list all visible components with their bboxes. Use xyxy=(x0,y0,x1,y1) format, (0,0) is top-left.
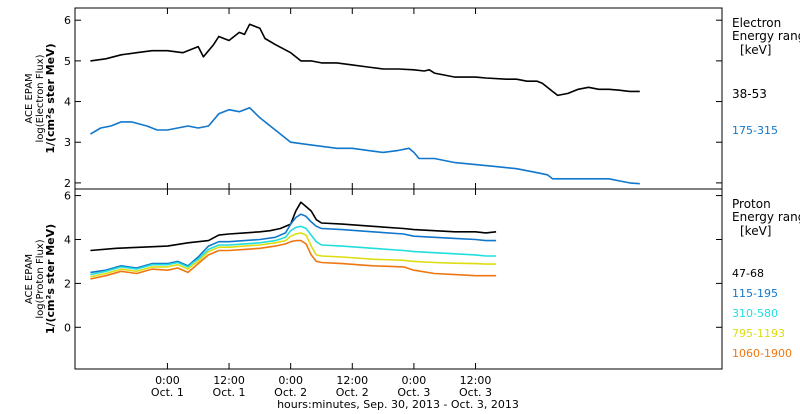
legend-entry: 795-1193 xyxy=(732,327,785,340)
legend-entry: 175-315 xyxy=(732,124,778,137)
series-line-115-195 xyxy=(90,213,497,274)
legend-title: [keV] xyxy=(740,224,771,238)
x-tick-label: 0:00 xyxy=(155,374,180,387)
x-tick-day-label: Oct. 2 xyxy=(274,386,307,399)
panel-proton: 0 2 4 6 ACE EPAM log(Proton Flux)1/(cm²s ster… xyxy=(24,188,800,370)
legend-entry: 115-195 xyxy=(732,287,778,300)
x-tick-label: 12:00 xyxy=(213,374,245,387)
series-line-38-53 xyxy=(90,23,640,97)
panel-frame xyxy=(74,7,723,190)
legend-title: [keV] xyxy=(740,43,771,57)
x-tick-label: 12:00 xyxy=(460,374,492,387)
y-tick-label: 6 xyxy=(64,190,71,203)
series-line-175-315 xyxy=(89,106,640,185)
legend-entry: 310-580 xyxy=(732,307,778,320)
legend-entry: 38-53 xyxy=(732,87,767,101)
y-axis-label: log(Proton Flux) xyxy=(35,239,46,318)
y-tick-label: 5 xyxy=(64,55,71,68)
x-tick-day-label: Oct. 2 xyxy=(336,386,369,399)
series-line-1060-1900 xyxy=(90,239,497,280)
y-tick-label: 4 xyxy=(64,233,71,246)
legend-title: Energy range xyxy=(732,29,800,43)
x-tick-day-label: Oct. 1 xyxy=(213,386,246,399)
series-line-47-68 xyxy=(90,201,497,252)
y-axis-label: 1/(cm²s ster MeV) xyxy=(44,224,57,334)
y-tick-label: 3 xyxy=(64,136,71,149)
x-axis-label: hours:minutes, Sep. 30, 2013 - Oct. 3, 2… xyxy=(277,398,519,410)
legend-title: Energy range xyxy=(732,210,800,224)
panel-frame xyxy=(74,188,723,370)
legend-entry: 1060-1900 xyxy=(732,347,792,360)
x-tick-day-label: Oct. 3 xyxy=(397,386,430,399)
x-tick-day-label: Oct. 3 xyxy=(459,386,492,399)
y-axis-label: 1/(cm²s ster MeV) xyxy=(44,43,57,153)
x-tick-label: 0:00 xyxy=(402,374,427,387)
y-axis-label: ACE EPAM xyxy=(24,254,35,304)
x-tick-label: 0:00 xyxy=(278,374,303,387)
series-line-795-1193 xyxy=(90,232,497,278)
panel-electron: 2 3 4 5 6 ACE EPAM log(Electron Flux)1/(cm²s s… xyxy=(24,7,800,190)
x-tick-label: 12:00 xyxy=(336,374,368,387)
legend-entry: 47-68 xyxy=(732,267,764,280)
y-tick-label: 0 xyxy=(64,321,71,334)
series-line-310-580 xyxy=(90,225,497,276)
legend-title: Electron xyxy=(732,16,781,30)
y-axis-label: log(Electron Flux) xyxy=(35,54,46,142)
y-tick-label: 2 xyxy=(64,277,71,290)
x-tick-day-label: Oct. 1 xyxy=(151,386,184,399)
legend-title: Proton xyxy=(732,197,771,211)
y-tick-label: 2 xyxy=(64,177,71,190)
y-tick-label: 4 xyxy=(64,96,71,109)
y-tick-label: 6 xyxy=(64,14,71,27)
y-axis-label: ACE EPAM xyxy=(24,73,35,123)
